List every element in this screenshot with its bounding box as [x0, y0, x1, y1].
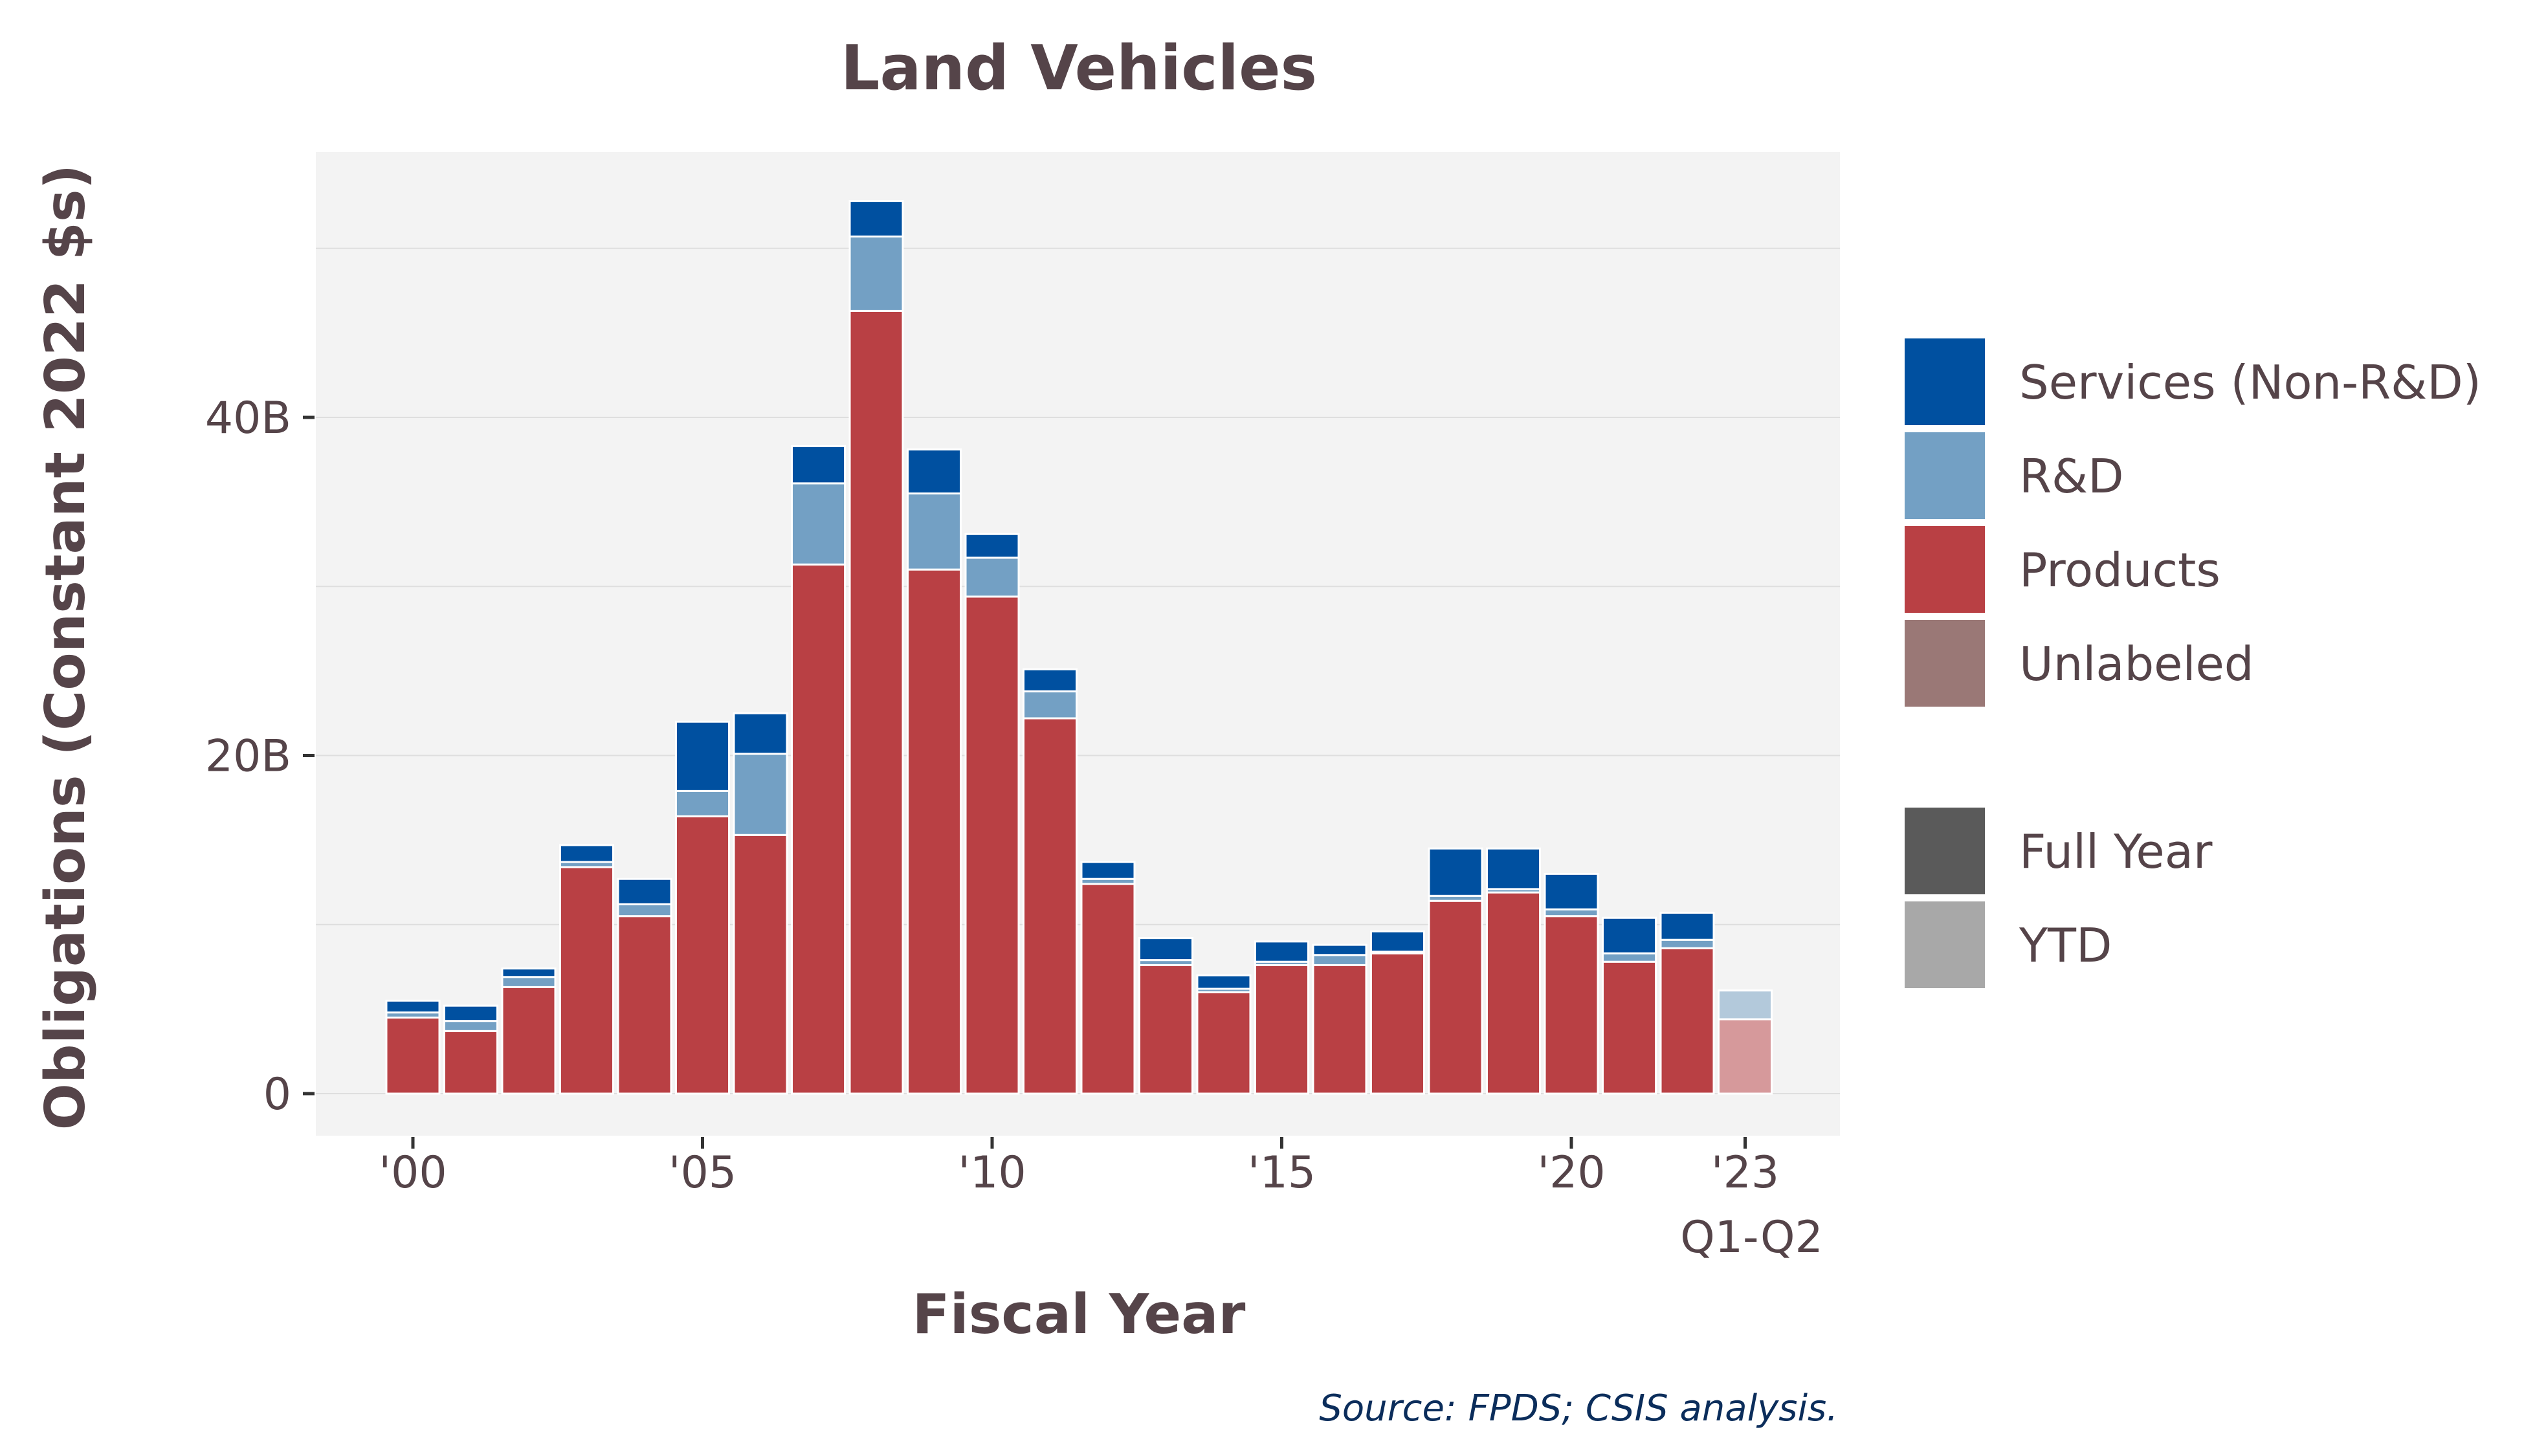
x-tick-label: '05: [669, 1147, 736, 1198]
bar-segment-products-2003: [559, 866, 614, 1095]
bar-segment-services-non-r-d-2020: [1544, 872, 1599, 910]
bar-segment-products-2010: [964, 595, 1020, 1095]
bar-segment-services-non-r-d-2002: [501, 967, 557, 978]
bar-segment-services-non-r-d-2013: [1138, 937, 1193, 962]
bar-segment-services-non-r-d-2007: [791, 445, 846, 485]
y-tick-label: 20B: [205, 731, 291, 782]
bar-segment-products-2004: [617, 915, 672, 1095]
bar-segment-products-2019: [1486, 891, 1541, 1095]
source-note: Source: FPDS; CSIS analysis.: [1319, 1387, 1838, 1429]
bar-segment-services-non-r-d-2008: [848, 200, 904, 237]
x-tick-sublabel: Q1-Q2: [1680, 1212, 1823, 1263]
legend-key: [1901, 898, 1989, 992]
bar-segment-r-d-2007: [791, 482, 846, 566]
bar-segment-products-2020: [1544, 915, 1599, 1095]
bar-segment-products-2022: [1659, 947, 1715, 1095]
bar-segment-r-d-2006: [733, 753, 788, 836]
legend-key: [1901, 804, 1989, 898]
bar-segment-products-2016: [1312, 964, 1367, 1095]
bar-segment-r-d-2022: [1659, 938, 1715, 949]
bar-segment-r-d-2010: [964, 557, 1020, 598]
bar-segment-r-d-2001: [443, 1020, 498, 1032]
bar-segment-services-non-r-d-2022: [1659, 911, 1715, 941]
y-tick-label: 0: [263, 1069, 291, 1120]
legend-label: Services (Non-R&D): [2019, 355, 2481, 410]
bar-segment-r-d-2008: [848, 235, 904, 312]
legend-label: Full Year: [2019, 824, 2213, 879]
bar-segment-services-non-r-d-2011: [1023, 668, 1078, 692]
chart-title: Land Vehicles: [841, 33, 1317, 104]
bar-segment-r-d-2011: [1023, 690, 1078, 720]
legend-label: YTD: [2019, 918, 2112, 973]
bar-segment-products-2013: [1138, 964, 1193, 1095]
bar-segment-services-non-r-d-2001: [443, 1004, 498, 1022]
x-tick-label: '20: [1537, 1147, 1605, 1198]
y-tick-label: 40B: [205, 393, 291, 444]
bar-segment-products-2009: [907, 568, 962, 1095]
bar-segment-products-2018: [1428, 899, 1483, 1095]
bar-segment-r-d-2021: [1602, 952, 1657, 963]
bar-segment-services-non-r-d-2010: [964, 533, 1020, 559]
bar-stacks: [385, 200, 1773, 1095]
bar-segment-products-2001: [443, 1030, 498, 1095]
axes: 0 20B 40B '00 '05 '10 '15 '20 '23 Q1-Q2: [205, 393, 1823, 1263]
bar-segment-services-non-r-d-2009: [907, 448, 962, 495]
bar-segment-products-2012: [1080, 883, 1136, 1095]
legend-label: Unlabeled: [2019, 637, 2253, 691]
bar-segment-services-non-r-d-2006: [733, 712, 788, 755]
bar-segment-services-non-r-d-2003: [559, 844, 614, 863]
bar-segment-products-2006: [733, 833, 788, 1095]
bar-segment-products-2017: [1370, 952, 1425, 1095]
bar-segment-services-non-r-d-2000: [385, 999, 441, 1014]
bar-segment-products-2015: [1254, 964, 1309, 1095]
bar-segment-services-non-r-d-2021: [1602, 916, 1657, 954]
bar-segment-services-non-r-d-2004: [617, 877, 672, 905]
bar-segment-services-non-r-d-2018: [1428, 847, 1483, 897]
legend-key: [1901, 335, 1989, 429]
bar-segment-products-2011: [1023, 717, 1078, 1095]
bar-segment-products-2021: [1602, 960, 1657, 1095]
legend-key: [1901, 428, 1989, 523]
legend-key: [1901, 522, 1989, 617]
bar-segment-products-2000: [385, 1016, 441, 1095]
bar-segment-r-d-2020: [1544, 908, 1599, 918]
x-tick-label: '15: [1248, 1147, 1316, 1198]
legend-key: [1901, 616, 1989, 711]
legend-label: R&D: [2019, 449, 2124, 503]
x-axis-title: Fiscal Year: [913, 1283, 1246, 1347]
bar-segment-products-2008: [848, 309, 904, 1095]
bar-segment-services-non-r-d-2005: [675, 720, 730, 792]
x-tick-label: '23: [1711, 1147, 1779, 1198]
bar-segment-products-2023: [1718, 1018, 1773, 1095]
bar-segment-r-d-2005: [675, 789, 730, 818]
bar-segment-r-d-2016: [1312, 954, 1367, 966]
legend-label: Products: [2019, 543, 2220, 597]
bar-segment-r-d-2002: [501, 976, 557, 988]
bar-segment-products-2014: [1196, 991, 1252, 1095]
x-tick-label: '00: [379, 1147, 447, 1198]
bar-segment-services-non-r-d-2019: [1486, 847, 1541, 890]
bar-segment-products-2005: [675, 815, 730, 1095]
bar-segment-services-non-r-d-2012: [1080, 861, 1136, 880]
bar-segment-services-non-r-d-2015: [1254, 940, 1309, 963]
y-axis-title: Obligations (Constant 2022 $s): [34, 164, 98, 1131]
bar-segment-services-non-r-d-2014: [1196, 974, 1252, 990]
bar-segment-r-d-2009: [907, 492, 962, 571]
bar-segment-products-2007: [791, 563, 846, 1095]
legend: Services (Non-R&D) R&D Products Unlabeled Fu…: [1901, 335, 2481, 992]
bar-segment-r-d-2023: [1718, 989, 1773, 1020]
bar-segment-services-non-r-d-2017: [1370, 930, 1425, 953]
bar-segment-products-2002: [501, 986, 557, 1095]
bar-segment-r-d-2004: [617, 903, 672, 918]
bar-segment-services-non-r-d-2016: [1312, 943, 1367, 956]
x-tick-label: '10: [958, 1147, 1026, 1198]
